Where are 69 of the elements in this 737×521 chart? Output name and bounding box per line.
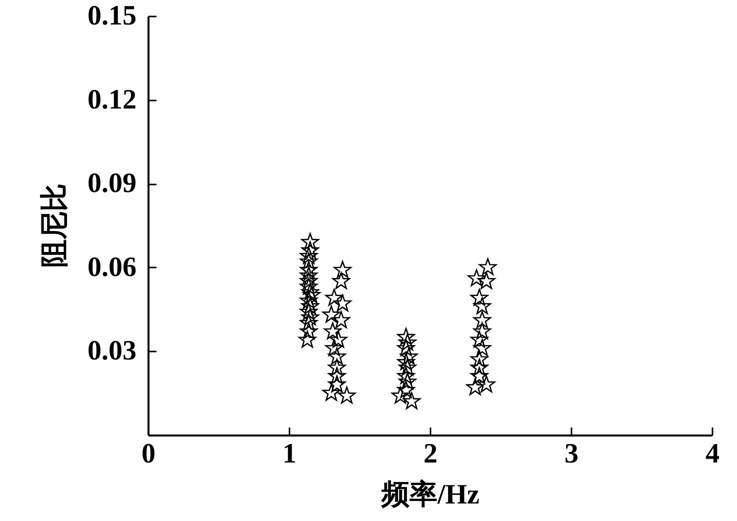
point [329,330,348,348]
point [332,311,350,328]
point [300,252,318,270]
point [300,314,318,331]
point [478,375,496,392]
point [298,330,316,348]
point [300,292,318,309]
point [473,297,492,314]
point [334,260,352,278]
point [392,386,410,404]
y-tick-label: 0.03 [88,336,136,367]
y-tick-label: 0.06 [88,252,136,283]
point [300,246,318,264]
y-tick-label: 0.15 [88,0,136,32]
point [301,241,320,258]
point [300,272,318,290]
point [300,266,318,284]
point [332,272,350,290]
y-tick-label: 0.12 [88,84,136,116]
point [301,297,320,314]
point [328,347,346,364]
x-tick-label: 4 [706,438,720,470]
point [301,232,320,250]
point [301,283,320,300]
x-tick-label: 0 [142,438,156,470]
point [478,272,496,290]
point [398,358,416,376]
point [397,339,415,356]
point [397,353,415,370]
point [397,367,415,384]
point [397,380,415,398]
point [328,375,346,392]
point [300,302,318,320]
point [338,386,356,404]
point [473,311,492,328]
point [473,339,492,356]
point [466,378,484,396]
point [400,347,418,364]
x-axis-title: 频率/Hz [380,478,480,510]
point [397,328,415,345]
point [300,260,318,278]
x-tick-label: 2 [424,438,438,470]
point [322,384,340,401]
point [328,358,346,376]
point [322,306,340,323]
point [468,269,486,286]
point [334,294,352,312]
point [301,308,320,326]
y-axis-title: 阻尼比 [40,184,70,268]
y-tick-label: 0.09 [88,168,136,200]
point [325,288,344,306]
point [402,392,421,410]
point [300,322,318,340]
point [478,258,497,276]
point [470,358,488,376]
point [398,372,416,390]
point [470,367,488,384]
point [325,339,344,356]
point [470,350,488,368]
point [324,322,342,340]
point [473,322,492,340]
point [328,367,346,384]
point [300,278,318,295]
point [470,330,488,348]
point [398,334,416,350]
point [302,286,320,303]
x-tick-label: 1 [282,438,296,470]
point [470,288,488,306]
x-tick-label: 3 [564,438,578,470]
